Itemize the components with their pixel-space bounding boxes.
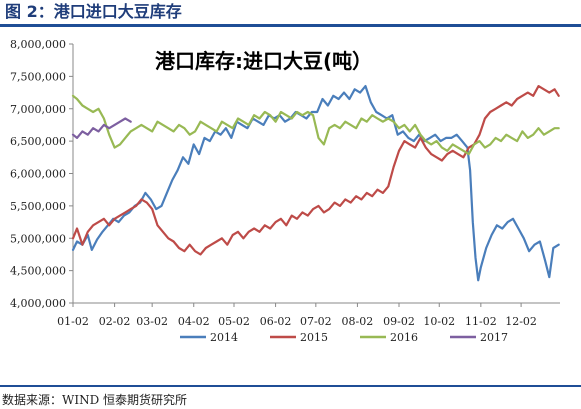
x-tick-label: 11-02 (465, 315, 497, 328)
y-tick-label: 5,500,000 (10, 200, 66, 213)
series-line-2014 (71, 84, 560, 282)
y-tick-label: 8,000,000 (10, 38, 66, 51)
x-tick-label: 04-02 (178, 315, 210, 328)
axes: 4,000,000 4,500,000 5,000,000 5,500,000 6,00… (10, 38, 560, 328)
figure-title: 图 2：港口进口大豆库存 (5, 2, 182, 21)
x-tick-label: 05-02 (218, 315, 250, 328)
bottom-rule (0, 385, 581, 387)
x-tick-label: 12-02 (505, 315, 537, 328)
y-tick-label: 7,000,000 (10, 103, 66, 116)
y-tick-label: 7,500,000 (10, 70, 66, 83)
series-layer (71, 84, 560, 282)
legend-label-2017: 2017 (480, 331, 508, 344)
x-tick-label: 10-02 (423, 315, 455, 328)
x-tick-label: 07-02 (300, 315, 332, 328)
y-tick-label: 6,000,000 (10, 168, 66, 181)
legend: 2014 2015 2016 2017 (180, 331, 508, 344)
series-line-2017 (71, 117, 132, 140)
x-tick-label: 09-02 (383, 315, 415, 328)
x-tick-label: 06-02 (260, 315, 292, 328)
legend-label-2014: 2014 (210, 331, 238, 344)
x-tick-label: 02-02 (99, 315, 131, 328)
legend-label-2015: 2015 (300, 331, 328, 344)
y-tick-label: 4,500,000 (10, 265, 66, 278)
y-tick-label: 4,000,000 (10, 297, 66, 310)
y-tick-label: 5,000,000 (10, 232, 66, 245)
x-tick-label: 01-02 (57, 315, 89, 328)
legend-label-2016: 2016 (390, 331, 418, 344)
x-tick-label: 03-02 (136, 315, 168, 328)
series-line-2016 (71, 94, 560, 156)
top-rule (0, 24, 581, 27)
source-note: 数据来源：WIND 恒泰期货研究所 (2, 393, 188, 407)
y-tick-label: 6,500,000 (10, 135, 66, 148)
series-line-2015 (71, 84, 560, 256)
chart: 4,000,000 4,500,000 5,000,000 5,500,000 6,00… (0, 27, 581, 383)
chart-title: 港口库存:进口大豆(吨） (155, 49, 372, 73)
plot-area (0, 27, 581, 383)
x-tick-label: 08-02 (342, 315, 374, 328)
